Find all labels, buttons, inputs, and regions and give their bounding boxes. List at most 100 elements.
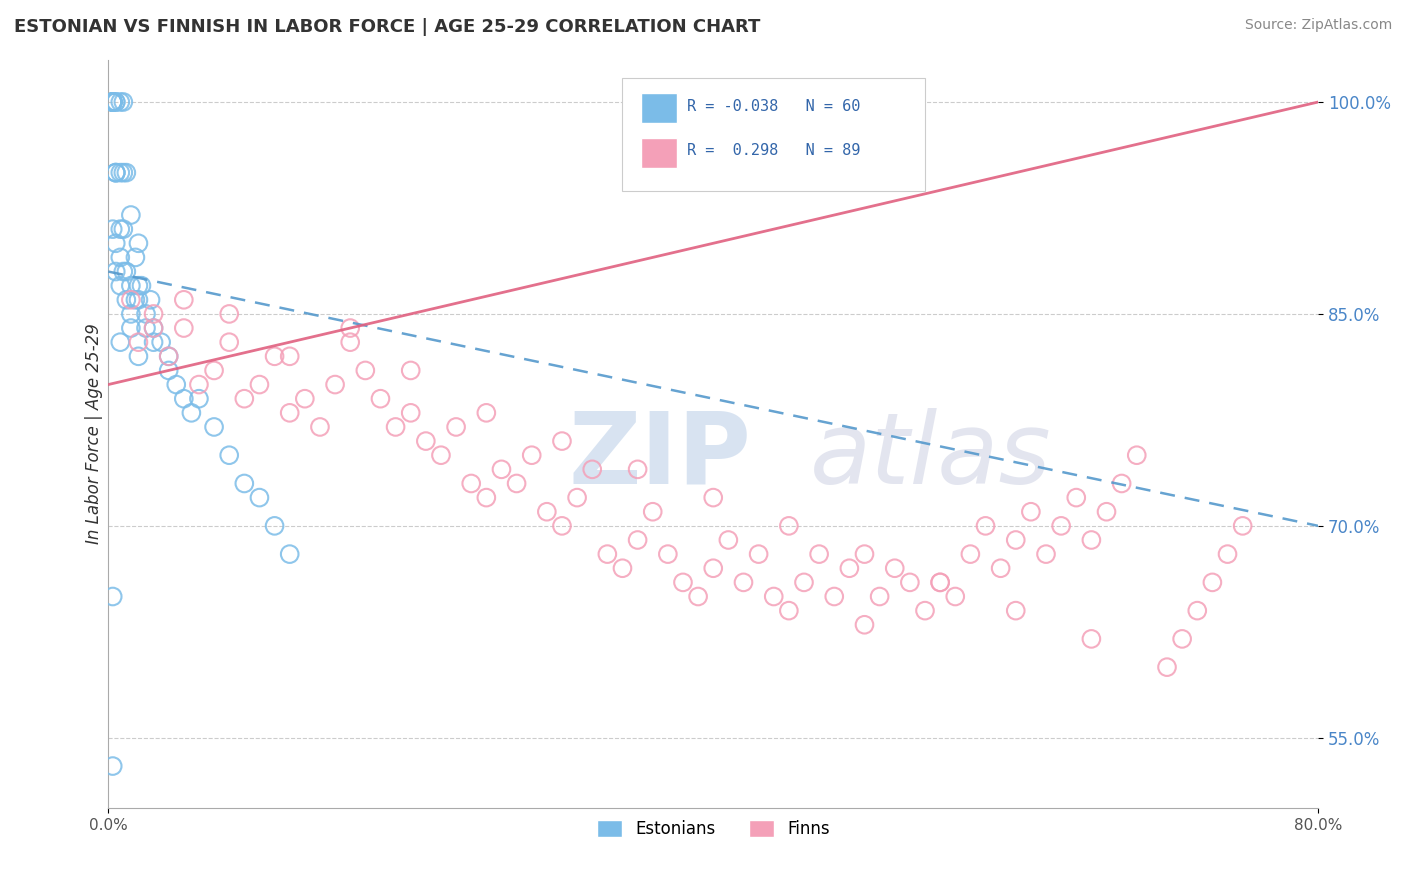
Point — [233, 392, 256, 406]
Point — [460, 476, 482, 491]
Point — [142, 321, 165, 335]
Point — [823, 590, 845, 604]
Point — [581, 462, 603, 476]
Point — [110, 222, 132, 236]
Point — [120, 278, 142, 293]
Point — [101, 222, 124, 236]
Point — [1095, 505, 1118, 519]
Point — [565, 491, 588, 505]
Point — [1080, 632, 1102, 646]
Point — [157, 349, 180, 363]
Point — [173, 392, 195, 406]
Point — [415, 434, 437, 448]
Point — [551, 519, 574, 533]
Point — [110, 335, 132, 350]
Point — [278, 547, 301, 561]
Point — [110, 166, 132, 180]
Point — [110, 95, 132, 109]
Point — [1050, 519, 1073, 533]
Point — [120, 321, 142, 335]
Point — [688, 590, 710, 604]
Point — [1004, 604, 1026, 618]
Point — [1004, 533, 1026, 547]
Point — [110, 278, 132, 293]
Point — [399, 363, 422, 377]
Point — [339, 321, 361, 335]
Point — [1156, 660, 1178, 674]
Point — [157, 363, 180, 377]
Point — [104, 264, 127, 278]
FancyBboxPatch shape — [641, 138, 676, 169]
Point — [120, 307, 142, 321]
Point — [475, 491, 498, 505]
Point — [142, 335, 165, 350]
Point — [101, 95, 124, 109]
Point — [717, 533, 740, 547]
Point — [536, 505, 558, 519]
Point — [898, 575, 921, 590]
Point — [101, 759, 124, 773]
Point — [641, 505, 664, 519]
Point — [218, 335, 240, 350]
Point — [929, 575, 952, 590]
Point — [1019, 505, 1042, 519]
Point — [430, 448, 453, 462]
Point — [323, 377, 346, 392]
Point — [101, 95, 124, 109]
Point — [104, 95, 127, 109]
Point — [218, 448, 240, 462]
Point — [278, 406, 301, 420]
Point — [101, 95, 124, 109]
Point — [626, 462, 648, 476]
FancyBboxPatch shape — [623, 78, 925, 191]
Point — [104, 95, 127, 109]
Point — [702, 561, 724, 575]
Point — [1187, 604, 1209, 618]
Point — [520, 448, 543, 462]
Point — [101, 590, 124, 604]
Point — [853, 617, 876, 632]
Point — [596, 547, 619, 561]
Point — [112, 166, 135, 180]
Point — [475, 406, 498, 420]
Point — [869, 590, 891, 604]
Point — [233, 476, 256, 491]
Point — [104, 236, 127, 251]
Point — [339, 335, 361, 350]
Point — [657, 547, 679, 561]
Point — [748, 547, 770, 561]
Text: R = -0.038   N = 60: R = -0.038 N = 60 — [686, 98, 860, 113]
Point — [101, 95, 124, 109]
Point — [294, 392, 316, 406]
Text: ESTONIAN VS FINNISH IN LABOR FORCE | AGE 25-29 CORRELATION CHART: ESTONIAN VS FINNISH IN LABOR FORCE | AGE… — [14, 18, 761, 36]
Point — [505, 476, 527, 491]
Point — [1232, 519, 1254, 533]
Point — [626, 533, 648, 547]
Point — [112, 264, 135, 278]
Text: Source: ZipAtlas.com: Source: ZipAtlas.com — [1244, 18, 1392, 32]
Point — [1126, 448, 1149, 462]
Point — [173, 293, 195, 307]
Point — [853, 547, 876, 561]
Point — [491, 462, 513, 476]
Point — [702, 491, 724, 505]
Point — [101, 95, 124, 109]
Point — [1201, 575, 1223, 590]
Point — [778, 604, 800, 618]
Point — [157, 349, 180, 363]
Point — [384, 420, 406, 434]
Point — [672, 575, 695, 590]
Point — [1064, 491, 1087, 505]
Text: ZIP: ZIP — [568, 408, 751, 505]
Point — [354, 363, 377, 377]
Point — [612, 561, 634, 575]
Point — [127, 236, 149, 251]
Point — [124, 251, 146, 265]
Point — [115, 293, 138, 307]
Point — [150, 335, 173, 350]
Point — [838, 561, 860, 575]
Point — [202, 420, 225, 434]
Point — [104, 166, 127, 180]
Point — [115, 264, 138, 278]
Point — [112, 95, 135, 109]
